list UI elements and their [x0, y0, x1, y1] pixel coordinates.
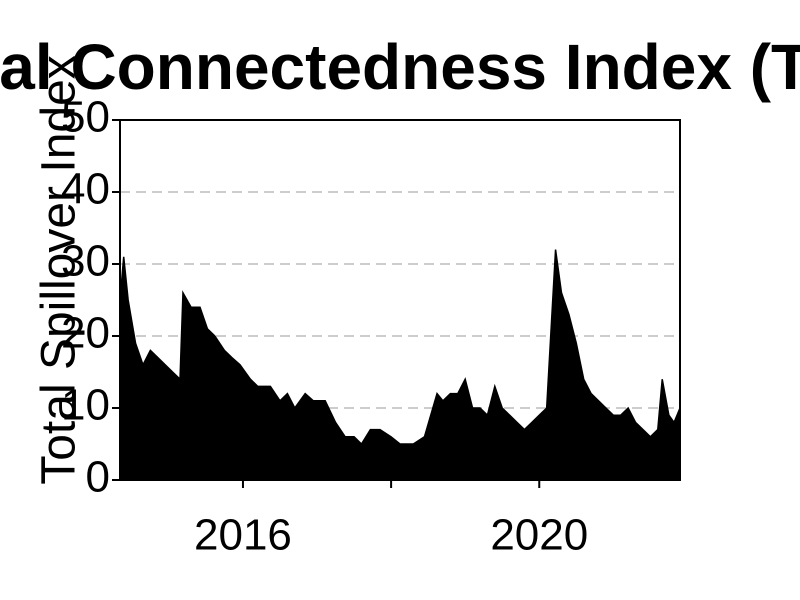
y-tick-label: 50 [61, 93, 110, 142]
x-tick-label: 2020 [490, 511, 588, 560]
y-tick-label: 0 [86, 453, 110, 502]
y-axis-label: Total Spillover Index [33, 55, 86, 485]
y-tick-label: 10 [61, 381, 110, 430]
x-tick-label: 2016 [194, 511, 292, 560]
y-tick-label: 20 [61, 309, 110, 358]
plot-frame [119, 119, 681, 481]
y-tick-label: 30 [61, 237, 110, 286]
chart-title: Total Connectedness Index (TCI) [0, 31, 800, 103]
y-tick-label: 40 [61, 165, 110, 214]
area [119, 249, 681, 481]
